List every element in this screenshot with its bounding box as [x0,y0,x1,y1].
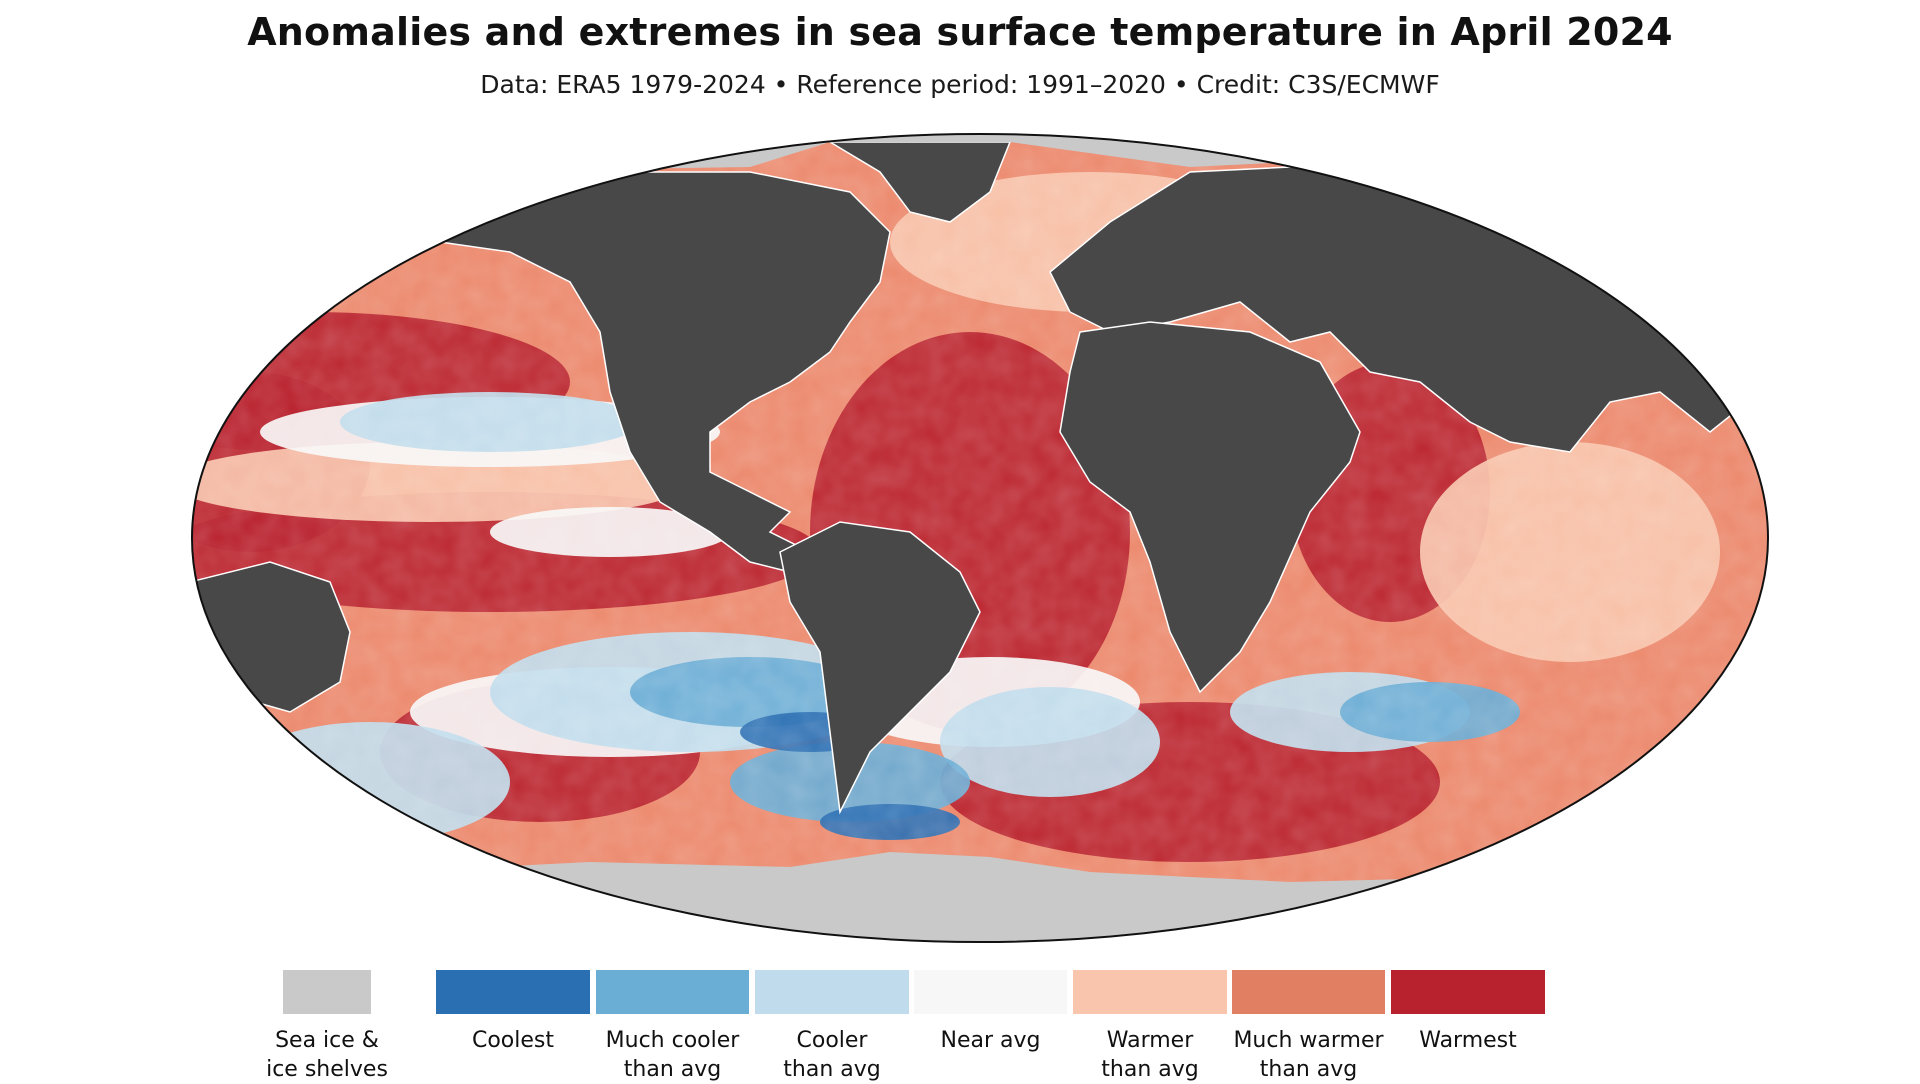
legend-label-line1: Coolest [471,1028,555,1053]
legend-label-line1: Warmest [1419,1028,1517,1053]
legend-label-line2: than avg [623,1057,722,1082]
legend-label-coolest: Coolest [423,1026,603,1055]
legend-swatch-near-avg [914,970,1067,1014]
globe-outline [191,133,1769,943]
legend-label-much-cooler: Much cooler than avg [583,1026,763,1084]
legend-label-line2: than avg [783,1057,881,1082]
legend-swatch-much-cooler [596,970,749,1014]
legend-label-line1: Much warmer [1233,1028,1384,1053]
legend-swatch-coolest [436,970,590,1014]
legend-label-cooler: Cooler than avg [742,1026,922,1084]
page-subtitle: Data: ERA5 1979-2024 • Reference period:… [480,70,1440,99]
legend-label-line2: than avg [1101,1057,1199,1082]
legend-label-line2: than avg [1259,1057,1358,1082]
legend-swatch-warmer [1073,970,1227,1014]
land-north-america [339,171,891,573]
legend-label-line2: ice shelves [266,1057,388,1082]
sea-ice-antarctica [192,852,1768,942]
legend-label-warmer: Warmer than avg [1060,1026,1240,1084]
page-title: Anomalies and extremes in sea surface te… [247,10,1673,54]
legend-label-much-warmer: Much warmer than avg [1219,1026,1399,1084]
legend-label-sea-ice: Sea ice & ice shelves [237,1026,417,1084]
legend-swatch-cooler [755,970,909,1014]
legend-label-line1: Cooler [796,1028,868,1053]
legend-label-line1: Sea ice & [275,1028,379,1053]
legend-label-warmest: Warmest [1378,1026,1558,1055]
legend-label-near-avg: Near avg [901,1026,1081,1055]
legend-label-line1: Much cooler [605,1028,740,1053]
legend: Sea ice & ice shelves Coolest Much cooler th… [0,970,1920,1082]
land-africa [1059,321,1361,694]
legend-label-line1: Warmer [1106,1028,1194,1053]
legend-swatch-much-warmer [1232,970,1385,1014]
land-australia [192,561,351,713]
legend-label-line1: Near avg [940,1028,1041,1053]
legend-swatch-warmest [1391,970,1545,1014]
sst-anomaly-map [191,133,1769,943]
land-south-america [779,521,981,815]
legend-swatch-sea-ice [283,970,371,1014]
